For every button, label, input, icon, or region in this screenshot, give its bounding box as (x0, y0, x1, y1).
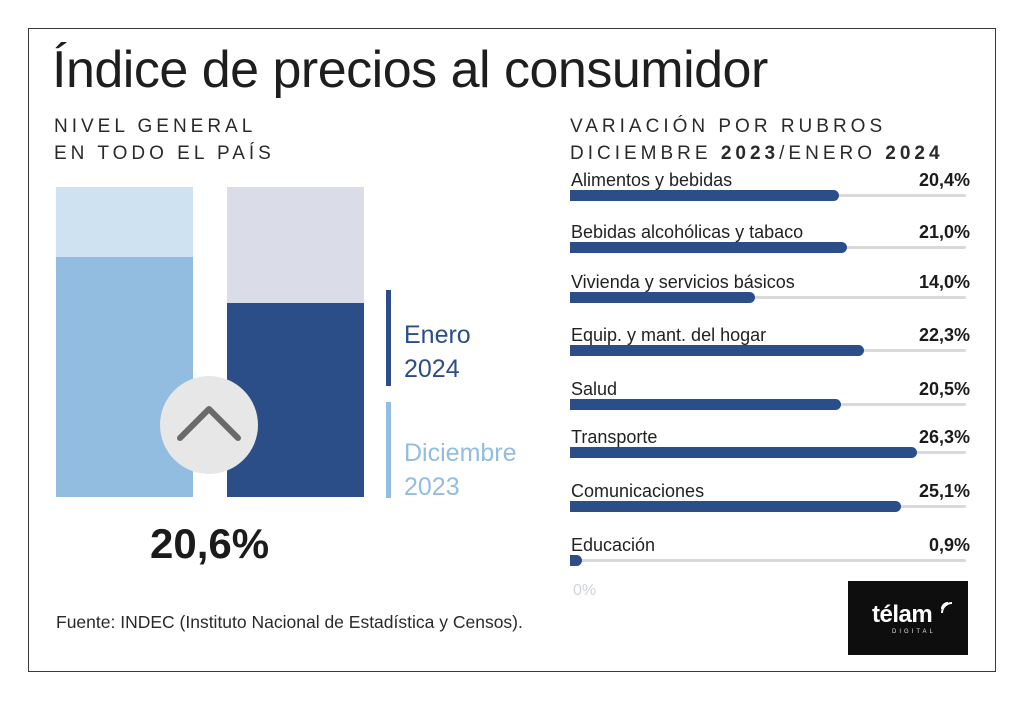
rubro-row: Transporte 26,3% (570, 427, 970, 479)
legend-label-diciembre: Diciembre 2023 (404, 436, 517, 504)
right-subtitle-sep: /ENERO (779, 143, 886, 164)
logo-sub: DIGITAL (892, 629, 936, 635)
headline-value: 20,6% (150, 520, 270, 567)
legend-label-enero: Enero 2024 (404, 318, 471, 386)
right-subtitle-year1: 2023 (720, 143, 780, 164)
rubro-label: Educación (571, 535, 656, 555)
legend-year-2023: 2023 (404, 473, 460, 501)
right-subtitle-prefix: DICIEMBRE (570, 143, 721, 164)
legend-line-enero (386, 290, 391, 386)
rubro-value: 14,0% (918, 272, 970, 292)
rubro-track (570, 296, 966, 299)
rubro-bar (570, 501, 901, 512)
rubro-value: 22,3% (918, 325, 970, 345)
rubro-row: Comunicaciones 25,1% (570, 481, 970, 533)
rubro-value: 26,3% (918, 427, 970, 447)
left-subtitle-line1: NIVEL GENERAL (54, 116, 257, 137)
rubro-value: 20,5% (918, 379, 970, 399)
right-subtitle-line2: DICIEMBRE 2023/ENERO 2024 (570, 140, 944, 167)
rubro-bar (570, 242, 847, 253)
legend-month-diciembre: Diciembre (404, 439, 517, 467)
rubro-value: 21,0% (918, 222, 970, 242)
rubro-bar (570, 447, 917, 458)
trend-badge (160, 376, 258, 474)
bar-december-2023 (56, 257, 193, 497)
chevron-up-icon (177, 406, 241, 441)
rubro-label: Equip. y mant. del hogar (571, 325, 767, 345)
right-subtitle-line1: VARIACIÓN POR RUBROS (570, 116, 887, 137)
signal-icon (941, 602, 953, 614)
left-subtitle-line2: EN TODO EL PAÍS (54, 143, 275, 164)
rubro-label: Salud (571, 379, 618, 399)
rubro-label: Vivienda y servicios básicos (571, 272, 795, 292)
page-title: Índice de precios al consumidor (52, 41, 768, 99)
rubro-bar (570, 292, 755, 303)
rubro-row: Alimentos y bebidas 20,4% (570, 170, 970, 222)
rubro-row: Equip. y mant. del hogar 22,3% (570, 325, 970, 377)
rubro-bar (570, 190, 839, 201)
telam-logo: télam DIGITAL (848, 581, 968, 655)
logo-word: télam (872, 601, 933, 628)
rubro-label: Comunicaciones (571, 481, 705, 501)
rubro-row: Educación 0,9% (570, 535, 970, 587)
rubro-row: Vivienda y servicios básicos 14,0% (570, 272, 970, 324)
right-subtitle: VARIACIÓN POR RUBROS DICIEMBRE 2023/ENER… (570, 113, 944, 167)
rubro-bar (570, 345, 864, 356)
rubro-value: 0,9% (928, 535, 970, 555)
infographic-frame (28, 28, 996, 672)
left-subtitle: NIVEL GENERAL EN TODO EL PAÍS (54, 113, 275, 167)
axis-zero-label: 0% (573, 582, 597, 599)
rubro-track (570, 559, 966, 562)
right-subtitle-year2: 2024 (885, 143, 944, 164)
rubro-row: Salud 20,5% (570, 379, 970, 431)
rubro-value: 20,4% (918, 170, 970, 190)
rubro-label: Transporte (571, 427, 658, 447)
rubro-row: Bebidas alcohólicas y tabaco 21,0% (570, 222, 970, 274)
rubro-label: Bebidas alcohólicas y tabaco (571, 222, 804, 242)
legend-month-enero: Enero (404, 321, 471, 349)
rubro-label: Alimentos y bebidas (571, 170, 733, 190)
rubro-bar (570, 555, 582, 566)
rubro-value: 25,1% (918, 481, 970, 501)
source-note: Fuente: INDEC (Instituto Nacional de Est… (56, 612, 523, 632)
legend-line-diciembre (386, 402, 391, 498)
rubro-bar (570, 399, 841, 410)
legend-year-2024: 2024 (404, 355, 460, 383)
